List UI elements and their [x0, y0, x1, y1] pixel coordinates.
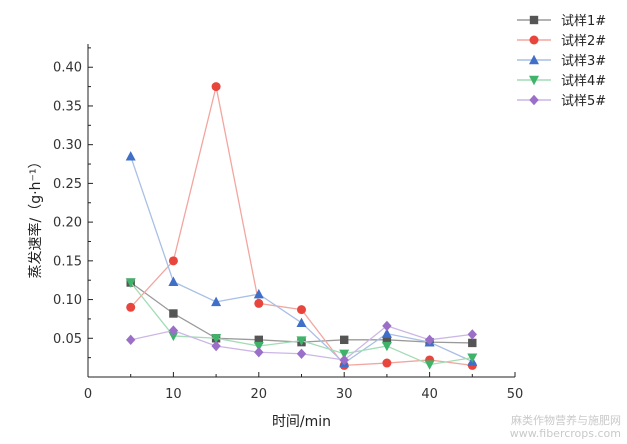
- legend-swatch-marker: [529, 75, 539, 86]
- series-5-point: [168, 325, 179, 336]
- x-tick-label: 0: [84, 387, 92, 402]
- legend-item-5: 试样5#: [517, 94, 606, 109]
- watermark-line2: www.fibercrops.com: [509, 427, 621, 440]
- y-tick-label: 0.30: [53, 138, 82, 153]
- x-tick-label: 20: [251, 387, 268, 402]
- legend-label: 试样2#: [561, 34, 606, 49]
- watermark: 麻类作物营养与施肥网 www.fibercrops.com: [510, 414, 621, 440]
- legend-swatch-marker: [529, 54, 539, 65]
- legend-label: 试样5#: [561, 94, 606, 109]
- legend-label: 试样1#: [561, 14, 606, 29]
- series-2-point: [382, 358, 392, 368]
- legend-swatch-marker: [529, 15, 539, 25]
- series-2-point: [126, 302, 136, 312]
- legend-label: 试样3#: [561, 54, 606, 69]
- legend-swatch-marker: [529, 35, 539, 45]
- y-tick-label: 0.05: [53, 332, 82, 347]
- series-3: [125, 151, 478, 368]
- series-4: [125, 278, 478, 370]
- series-2-point: [254, 298, 264, 308]
- y-tick-label: 0.10: [53, 293, 82, 308]
- legend-item-1: 试样1#: [517, 14, 606, 29]
- y-axis-title: 蒸发速率/（g·h⁻¹）: [27, 155, 44, 279]
- series-2: [126, 82, 477, 370]
- series-3-line: [130, 156, 473, 364]
- series-5-point: [424, 334, 435, 346]
- series-5-point: [254, 347, 264, 358]
- series-4-point: [125, 278, 136, 288]
- y-tick-label: 0.20: [53, 216, 82, 231]
- legend-label: 试样4#: [561, 74, 606, 89]
- series-1-point: [382, 335, 392, 345]
- series-3-point: [381, 328, 392, 338]
- series-4-point: [168, 331, 179, 342]
- y-tick-label: 0.40: [53, 61, 82, 76]
- legend: 试样1# 试样2# 试样3# 试样4# 试样5#: [517, 14, 606, 109]
- series-4-point: [381, 341, 392, 352]
- series-4-point: [339, 349, 350, 359]
- series-5-point: [339, 354, 349, 366]
- x-axis-title: 时间/min: [272, 414, 331, 430]
- x-tick-label: 30: [336, 387, 353, 402]
- series-1-point: [340, 335, 349, 345]
- y-tick-label: 0.15: [53, 254, 82, 269]
- series-4-point: [424, 360, 435, 370]
- series-4-point: [296, 336, 307, 346]
- watermark-line1: 麻类作物营养与施肥网: [511, 414, 621, 427]
- x-tick-label: 40: [421, 387, 438, 402]
- y-tick-label: 0.35: [53, 99, 82, 114]
- legend-item-2: 试样2#: [517, 34, 606, 49]
- series-4-point: [211, 334, 222, 344]
- series-5-point: [126, 334, 136, 346]
- series-5-point: [211, 340, 221, 352]
- series-1-point: [169, 309, 178, 318]
- series-5-point: [296, 348, 307, 359]
- series-3-point: [168, 276, 179, 286]
- series-5: [126, 320, 477, 366]
- series-3-point: [211, 296, 222, 307]
- series-2-point: [211, 82, 221, 92]
- series-4-point: [253, 341, 264, 352]
- series-3-point: [253, 288, 264, 299]
- series-5-point: [467, 329, 477, 340]
- series-5-point: [382, 320, 392, 332]
- series-layer: [125, 82, 478, 370]
- series-2-point: [168, 256, 178, 266]
- legend-item-4: 试样4#: [517, 74, 606, 89]
- series-3-point: [125, 151, 136, 161]
- series-2-point: [297, 305, 306, 315]
- series-1-point: [254, 335, 263, 345]
- x-tick-label: 50: [507, 387, 524, 402]
- legend-swatch-marker: [529, 94, 539, 106]
- series-1-point: [468, 338, 477, 348]
- y-tick-label: 0.25: [53, 177, 82, 192]
- legend-item-3: 试样3#: [517, 54, 606, 69]
- axes: 0 10 20 30 40 50 0.05 0.10 0.15 0.20 0.25 0.30 0.35 0…: [27, 44, 523, 430]
- x-tick-label: 10: [165, 387, 182, 402]
- series-3-point: [296, 317, 307, 327]
- series-4-point: [467, 353, 478, 363]
